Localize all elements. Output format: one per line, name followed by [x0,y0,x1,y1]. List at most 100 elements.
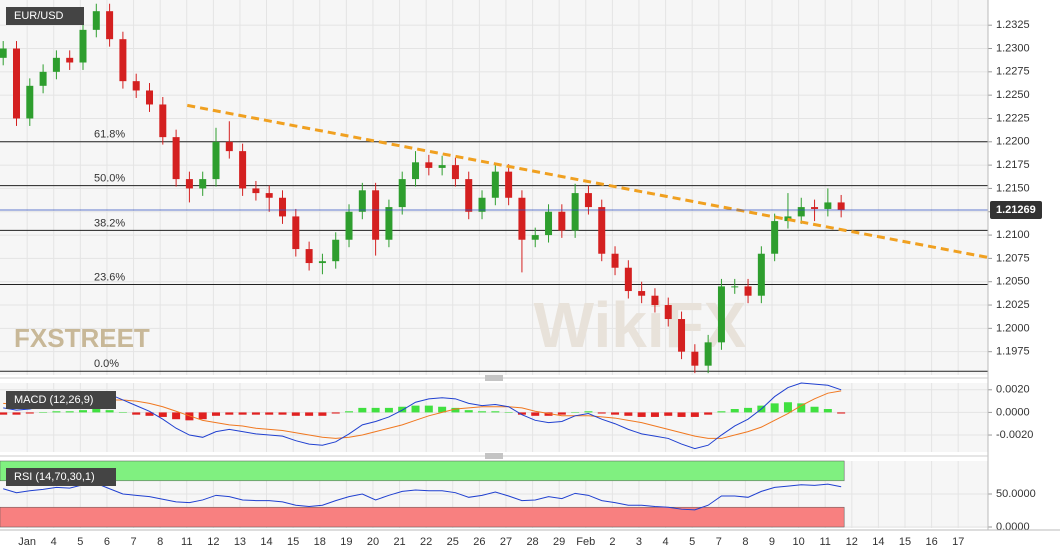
candle-body [225,141,233,152]
x-tick-label: 7 [716,536,722,548]
candle-body [425,162,433,168]
y-tick-label: 1.1975 [996,346,1030,358]
macd-histogram-bar [584,411,593,413]
candle-body [119,39,127,82]
y-tick-label: -0.0020 [996,429,1033,441]
candle-body [638,291,646,296]
macd-histogram-bar [650,412,659,417]
macd-histogram-bar [438,406,447,413]
candle-body [412,162,420,180]
macd-histogram-bar [238,412,247,415]
x-tick-label: 14 [872,536,884,548]
macd-histogram-bar [305,412,314,416]
candle-body [518,197,526,240]
x-tick-label: 27 [500,536,512,548]
macd-histogram-bar [597,412,606,414]
x-tick-label: 11 [181,536,192,548]
macd-histogram-bar [132,412,141,415]
candle-body [505,171,513,198]
macd-histogram-bar [704,412,713,415]
macd-histogram-bar [424,405,433,413]
x-tick-label: 26 [473,536,485,548]
x-tick-label: 19 [340,536,352,548]
y-tick-label: 1.2150 [996,182,1030,194]
x-tick-label: 10 [792,536,804,548]
macd-line [3,382,842,450]
x-tick-label: 28 [526,536,538,548]
macd-histogram-bar [770,403,779,413]
candle-body [0,48,7,58]
y-tick-label: 1.2025 [996,299,1030,311]
macd-histogram-bar [544,412,553,416]
macd-histogram-bar [730,409,739,413]
candle-body [239,151,247,189]
candle-body [811,207,819,209]
x-tick-label: 6 [104,536,110,548]
x-tick-label: 4 [663,536,669,548]
macd-histogram-bar [198,412,207,420]
x-tick-label: 9 [769,536,775,548]
macd-histogram-bar [225,412,234,415]
candle-body [292,216,300,250]
candle-body [584,193,592,208]
macd-histogram-bar [478,411,487,413]
y-tick-label: 1.2175 [996,159,1030,171]
macd-histogram-bar [105,410,114,413]
macd-histogram-bar [837,412,846,414]
candle-body [279,197,287,217]
y-tick-label: 1.2000 [996,322,1030,334]
macd-histogram-bar [358,407,367,413]
x-tick-label: 13 [234,536,246,548]
symbol-tag: EUR/USD [6,7,84,25]
fib-label: 23.6% [94,271,125,283]
candle-body [624,267,632,292]
candle-body [824,202,832,209]
macd-histogram-bar [624,412,633,416]
candle-body [837,202,845,210]
y-tick-label: 0.0000 [996,521,1030,533]
x-tick-label: 5 [77,536,83,548]
macd-histogram-bar [371,407,380,413]
resize-handle[interactable] [485,375,503,459]
candle-body [598,207,606,254]
y-tick-label: 1.2225 [996,112,1030,124]
x-tick-label: 16 [925,536,937,548]
x-tick-label: 8 [742,536,748,548]
candle-body [611,253,619,268]
candle-body [398,179,406,208]
candle-body [691,351,699,366]
x-tick-label: 3 [636,536,642,548]
macd-histogram-bar [411,405,420,413]
candle-body [26,85,34,119]
candle-body [571,193,579,231]
x-tick-label: 4 [51,536,57,548]
x-tick-label: Feb [576,536,595,548]
candle-body [664,305,672,320]
macd-histogram-bar [251,412,260,415]
y-tick-label: 1.2100 [996,229,1030,241]
tag-box [6,391,116,409]
macd-histogram-bar [158,412,167,417]
macd-histogram-bar [118,412,127,413]
x-tick-label: 8 [157,536,163,548]
candle-body [797,207,805,217]
candle-body [66,57,74,63]
candle-body [558,211,566,231]
macd-histogram-bar [278,412,287,415]
macd-histogram-bar [744,407,753,413]
candle-body [132,81,140,91]
rsi-tag: RSI (14,70,30,1) [6,468,116,486]
y-tick-label: 1.2300 [996,42,1030,54]
x-tick-label: 14 [260,536,272,548]
macd-histogram-bar [384,407,393,413]
logo: FXSTREET [14,323,150,353]
y-tick-label: 0.0020 [996,384,1030,396]
macd-histogram-bar [39,412,48,413]
macd-histogram-bar [677,412,686,417]
candle-body [252,188,260,194]
macd-histogram-bar [664,412,673,416]
candle-body [372,190,380,240]
candle-body [757,253,765,296]
